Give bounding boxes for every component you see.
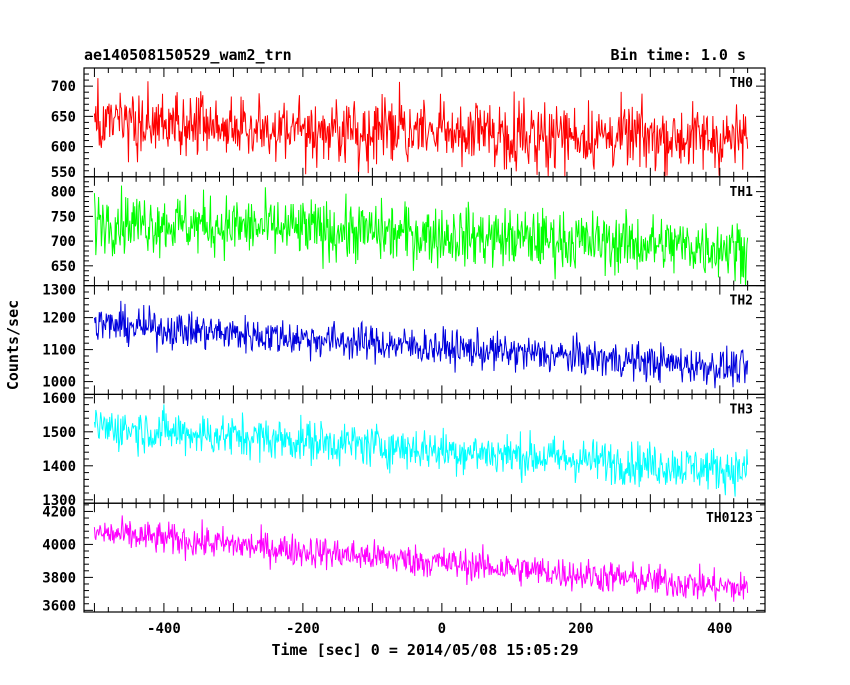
panel-label-th1: TH1 [730, 185, 754, 200]
series-th2 [93, 300, 749, 389]
y-tick-label: 4200 [42, 504, 76, 520]
panel-label-th0123: TH0123 [706, 511, 753, 526]
y-tick-label: 550 [51, 165, 76, 181]
chart-title: ae140508150529_wam2_trn [84, 46, 292, 64]
series-th0 [93, 78, 749, 177]
y-tick-label: 3600 [42, 598, 76, 614]
y-tick-label: 700 [51, 79, 76, 95]
x-tick-label: -200 [286, 621, 320, 637]
series-th1 [93, 185, 749, 286]
y-tick-label: 1200 [42, 311, 76, 327]
x-tick-label: 400 [707, 621, 732, 637]
y-tick-label: 1100 [42, 343, 76, 359]
x-tick-label: 200 [568, 621, 593, 637]
y-tick-label: 3800 [42, 570, 76, 586]
y-tick-label: 1500 [42, 425, 76, 441]
y-tick-label: 1400 [42, 459, 76, 475]
y-tick-label: 4000 [42, 537, 76, 553]
x-tick-label: 0 [438, 621, 446, 637]
x-tick-label: -400 [147, 621, 181, 637]
y-tick-label: 800 [51, 185, 76, 201]
y-axis-label: Counts/sec [4, 300, 22, 390]
series-th0123 [93, 515, 749, 602]
y-tick-label: 1600 [42, 391, 76, 407]
y-tick-label: 750 [51, 209, 76, 225]
y-tick-label: 700 [51, 234, 76, 250]
bin-time-label: Bin time: 1.0 s [611, 46, 746, 64]
y-tick-label: 650 [51, 109, 76, 125]
panel-label-th0: TH0 [730, 76, 754, 91]
panels-group: 550 600 650 700 TH0 650 700 750 800 TH1 1000 1100 12… [42, 67, 766, 637]
x-axis-label: Time [sec] 0 = 2014/05/08 15:05:29 [271, 641, 578, 659]
panel-frame-th0123 [83, 502, 766, 613]
series-th3 [93, 404, 749, 497]
y-tick-label: 650 [51, 259, 76, 275]
panel-label-th2: TH2 [730, 294, 753, 309]
y-tick-label: 1000 [42, 375, 76, 391]
y-tick-label: 1300 [42, 493, 76, 509]
y-tick-label: 600 [51, 140, 76, 156]
panel-label-th3: TH3 [730, 402, 753, 417]
y-tick-label: 1300 [42, 283, 76, 299]
